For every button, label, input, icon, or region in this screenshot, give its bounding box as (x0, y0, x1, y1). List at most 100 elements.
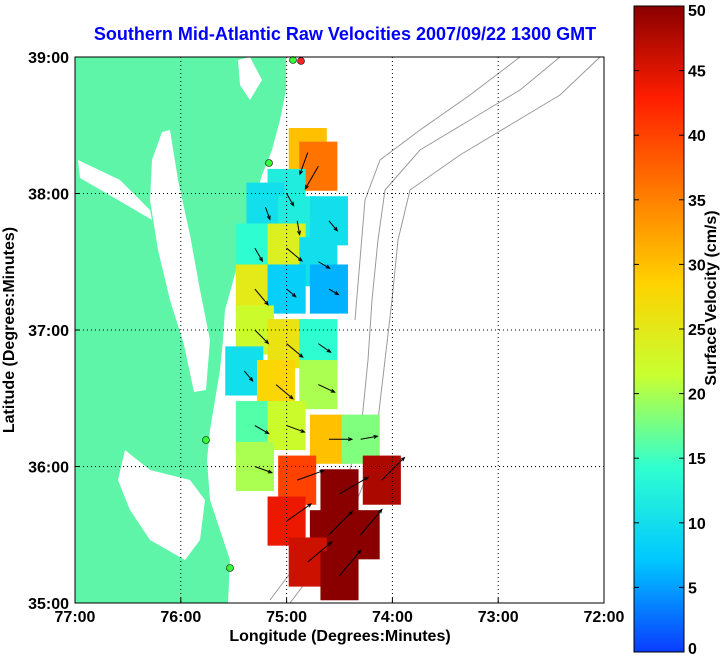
colorbar-tick-label: 5 (688, 580, 697, 597)
velocity-vector-head (327, 541, 333, 546)
velocity-vector (304, 165, 319, 189)
velocity-vector-head (299, 170, 303, 176)
velocity-vector (275, 384, 294, 400)
contour-line (354, 56, 521, 321)
velocity-vector-head (364, 476, 370, 481)
velocity-vector (318, 343, 331, 353)
y-tick-label: 39:00 (28, 50, 69, 67)
velocity-vector (318, 261, 330, 269)
velocity-vector (307, 541, 332, 563)
radar-station-marker (202, 436, 210, 444)
velocity-vector (254, 425, 269, 434)
velocity-vector (286, 425, 305, 433)
velocity-cell (235, 441, 274, 492)
velocity-vector (328, 511, 353, 536)
y-tick-label: 36:00 (28, 460, 69, 477)
velocity-vector (328, 220, 338, 232)
velocity-vector (254, 329, 269, 344)
colorbar-tick-label: 45 (688, 64, 706, 81)
x-axis: 77:00 76:00 75:00 74:00 73:00 72:00 (55, 598, 625, 626)
velocity-cell (299, 319, 338, 369)
velocity-vector (286, 343, 304, 358)
x-axis-label: Longitude (Degrees:Minutes) (229, 628, 450, 645)
velocity-cell (299, 360, 338, 410)
colorbar: 0 5 10 15 20 25 30 35 40 45 50 Surface Velocity (c… (633, 3, 720, 658)
velocity-vector-head (307, 503, 313, 508)
velocity-vector (286, 288, 297, 298)
plot-area (74, 56, 605, 604)
velocity-vector-head (248, 376, 254, 382)
velocity-vector-head (297, 257, 303, 262)
velocity-vector (286, 193, 295, 206)
velocity-vector-head (319, 469, 325, 474)
radar-station-marker (265, 159, 273, 167)
velocity-vector-head (291, 292, 297, 298)
chart-title: Southern Mid-Atlantic Raw Velocities 200… (94, 24, 596, 44)
colorbar-gradient (633, 5, 685, 653)
colorbar-tick-label: 40 (688, 128, 706, 145)
velocity-vector (318, 384, 335, 393)
velocity-vector-head (333, 226, 339, 232)
colorbar-tick-label: 35 (688, 193, 706, 210)
colorbar-ticks: 0 5 10 15 20 25 30 35 40 45 50 (634, 3, 706, 658)
velocity-vector-head (348, 437, 354, 442)
velocity-vector-head (373, 434, 379, 439)
velocity-vector (328, 288, 339, 295)
colorbar-tick-label: 50 (688, 3, 706, 20)
velocity-vector (360, 509, 383, 536)
velocity-vector (286, 247, 303, 262)
velocity-vector-head (258, 257, 264, 263)
velocity-vector-head (400, 456, 406, 462)
velocity-vector (296, 220, 301, 235)
colorbar-tick-label: 25 (688, 322, 706, 339)
velocity-vector-head (297, 230, 301, 236)
potomac-river (78, 160, 152, 220)
velocity-vector (360, 435, 378, 440)
velocity-vector-head (325, 264, 331, 269)
x-tick-label: 72:00 (584, 609, 625, 626)
velocity-vector (381, 457, 405, 481)
velocity-vector (297, 470, 324, 481)
velocity-vector (243, 370, 254, 382)
grid-lines (75, 57, 604, 603)
velocity-vector-head (326, 348, 332, 353)
velocity-vector-head (304, 184, 309, 190)
colorbar-tick-label: 0 (688, 641, 697, 658)
x-tick-label: 73:00 (478, 609, 519, 626)
velocity-vector-head (378, 508, 383, 514)
velocity-vector (286, 503, 312, 522)
colorbar-tick-label: 10 (688, 516, 706, 533)
radar-station-marker (226, 564, 234, 572)
y-axis: 35:00 36:00 37:00 38:00 39:00 (28, 50, 80, 613)
velocity-field (225, 127, 406, 601)
velocity-vector-head (356, 549, 362, 555)
velocity-vector-head (334, 291, 340, 296)
pamlico-sound (118, 450, 205, 560)
colorbar-tick-label: 20 (688, 387, 706, 404)
radar-station-marker (297, 57, 305, 65)
colorbar-tick-label: 30 (688, 257, 706, 274)
velocity-vector-head (267, 469, 273, 474)
velocity-vector-head (264, 300, 269, 306)
x-tick-label: 74:00 (372, 609, 413, 626)
velocity-vector-head (330, 388, 336, 393)
delaware-bay (238, 57, 262, 100)
x-tick-label: 76:00 (160, 609, 201, 626)
velocity-vector-head (298, 353, 304, 358)
y-axis-label: Latitude (Degrees:Minutes) (1, 227, 18, 433)
y-tick-label: 35:00 (28, 596, 69, 613)
y-tick-label: 37:00 (28, 323, 69, 340)
x-tick-label: 77:00 (55, 609, 96, 626)
y-tick-label: 38:00 (28, 187, 69, 204)
velocity-vector-head (288, 394, 294, 400)
velocity-vector (264, 206, 271, 220)
velocity-vector (254, 466, 272, 474)
radar-station-marker (289, 56, 297, 64)
velocity-vector (299, 152, 309, 175)
velocity-vector-head (266, 215, 271, 221)
x-tick-label: 75:00 (266, 609, 307, 626)
velocity-vector (339, 476, 369, 495)
velocity-vector-head (264, 430, 270, 435)
colorbar-tick-label: 15 (688, 451, 706, 468)
velocity-vector-head (290, 201, 295, 207)
